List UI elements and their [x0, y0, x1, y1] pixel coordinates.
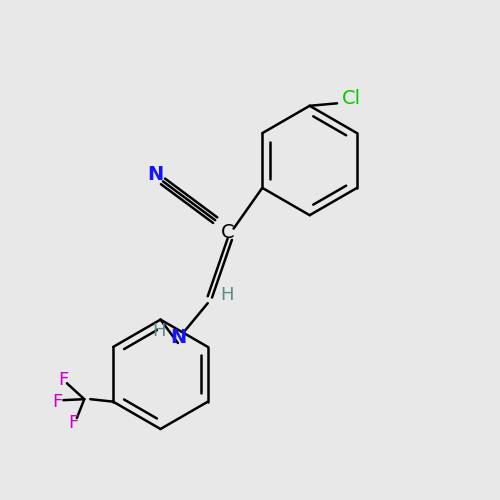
Text: F: F [68, 414, 78, 432]
Text: Cl: Cl [342, 89, 361, 108]
Text: C: C [221, 223, 234, 242]
Text: N: N [170, 328, 186, 346]
Text: H: H [220, 286, 234, 304]
Text: F: F [52, 392, 62, 410]
Text: N: N [148, 165, 164, 184]
Text: F: F [58, 372, 68, 390]
Text: H: H [152, 322, 166, 340]
